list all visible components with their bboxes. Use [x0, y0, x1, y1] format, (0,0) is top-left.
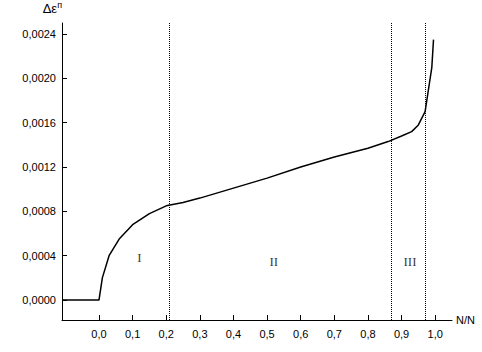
svg-text:II: II [269, 254, 278, 269]
svg-text:0,1: 0,1 [125, 328, 140, 340]
svg-text:п: п [57, 0, 62, 10]
svg-text:0,3: 0,3 [192, 328, 207, 340]
svg-text:0,0024: 0,0024 [22, 28, 56, 40]
svg-text:0,0012: 0,0012 [22, 161, 56, 173]
svg-text:0,0: 0,0 [91, 328, 106, 340]
svg-text:0,9: 0,9 [394, 328, 409, 340]
svg-text:0,0004: 0,0004 [22, 250, 56, 262]
svg-text:0,2: 0,2 [159, 328, 174, 340]
svg-text:III: III [403, 254, 416, 269]
svg-text:0,0020: 0,0020 [22, 72, 56, 84]
svg-text:N/N: N/N [456, 314, 475, 326]
svg-text:Δε: Δε [43, 1, 58, 16]
svg-text:0,0000: 0,0000 [22, 294, 56, 306]
svg-text:0,6: 0,6 [293, 328, 308, 340]
svg-text:I: I [137, 250, 141, 265]
svg-text:0,0016: 0,0016 [22, 117, 56, 129]
svg-text:0,8: 0,8 [360, 328, 375, 340]
svg-text:0,4: 0,4 [226, 328, 241, 340]
svg-text:0,0008: 0,0008 [22, 205, 56, 217]
svg-text:0,7: 0,7 [327, 328, 342, 340]
svg-text:0,5: 0,5 [259, 328, 274, 340]
svg-text:1,0: 1,0 [428, 328, 443, 340]
